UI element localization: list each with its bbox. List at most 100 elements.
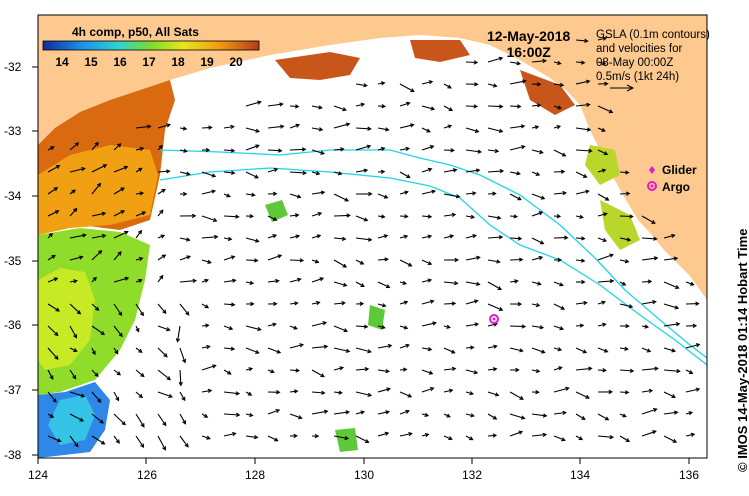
velocity-arrow bbox=[355, 169, 368, 173]
velocity-arrow bbox=[399, 215, 408, 218]
velocity-arrow bbox=[47, 187, 58, 195]
velocity-arrow-head bbox=[183, 148, 188, 153]
velocity-arrow-head bbox=[116, 371, 122, 376]
velocity-arrow-head bbox=[565, 386, 570, 391]
velocity-arrow bbox=[399, 147, 409, 151]
velocity-arrow bbox=[245, 144, 259, 151]
velocity-arrow bbox=[465, 234, 476, 239]
velocity-arrow-head bbox=[624, 390, 630, 395]
velocity-arrow-head bbox=[147, 124, 152, 129]
velocity-arrow-head bbox=[121, 421, 126, 426]
velocity-arrow-head bbox=[321, 390, 326, 395]
velocity-arrow-head bbox=[341, 300, 346, 306]
velocity-arrow-head bbox=[451, 349, 456, 354]
velocity-arrow-head bbox=[428, 80, 434, 85]
velocity-arrow-head bbox=[166, 327, 171, 332]
velocity-arrow bbox=[421, 105, 435, 110]
velocity-arrow-head bbox=[690, 432, 696, 437]
velocity-arrow bbox=[201, 364, 216, 371]
velocity-arrow-head bbox=[257, 100, 262, 105]
velocity-arrow-head bbox=[54, 331, 59, 337]
velocity-arrow-head bbox=[139, 146, 145, 152]
velocity-arrow bbox=[619, 303, 633, 308]
velocity-arrow-head bbox=[521, 144, 526, 150]
velocity-arrow-head bbox=[100, 440, 106, 445]
velocity-arrow bbox=[399, 83, 415, 92]
velocity-arrow-head bbox=[162, 309, 167, 314]
velocity-arrow bbox=[553, 347, 562, 351]
velocity-arrow-head bbox=[299, 258, 305, 263]
velocity-arrow-head bbox=[94, 306, 100, 311]
velocity-arrow-head bbox=[450, 148, 455, 153]
velocity-arrow bbox=[597, 61, 606, 65]
velocity-arrow-head bbox=[448, 107, 454, 112]
velocity-arrow-head bbox=[688, 370, 694, 374]
velocity-arrow-head bbox=[601, 127, 606, 132]
velocity-arrow-head bbox=[561, 437, 566, 442]
velocity-arrow bbox=[509, 80, 526, 85]
velocity-arrow-head bbox=[81, 166, 86, 172]
velocity-arrow-head bbox=[191, 213, 197, 219]
velocity-arrow bbox=[641, 257, 658, 261]
velocity-arrow-head bbox=[192, 278, 198, 284]
velocity-arrow-head bbox=[582, 173, 588, 178]
velocity-arrow bbox=[135, 230, 142, 239]
velocity-arrow-head bbox=[579, 214, 584, 220]
velocity-arrow bbox=[267, 234, 277, 239]
velocity-arrow bbox=[487, 105, 503, 108]
velocity-arrow-head bbox=[628, 304, 634, 309]
velocity-arrow bbox=[399, 432, 412, 437]
velocity-arrow bbox=[311, 149, 325, 155]
velocity-arrow-head bbox=[162, 421, 167, 427]
velocity-arrow bbox=[575, 171, 587, 178]
velocity-arrow-head bbox=[562, 190, 567, 196]
velocity-arrow-head bbox=[647, 279, 653, 284]
velocity-arrow-head bbox=[320, 150, 326, 155]
lon-tick-label: 134 bbox=[570, 468, 591, 482]
velocity-arrow-head bbox=[178, 381, 183, 387]
velocity-arrow-head bbox=[296, 194, 302, 199]
velocity-arrow-head bbox=[676, 368, 681, 374]
velocity-arrow bbox=[487, 149, 499, 152]
velocity-arrow bbox=[531, 237, 544, 245]
plot-frame bbox=[37, 14, 708, 459]
velocity-arrow-head bbox=[364, 366, 370, 372]
velocity-arrow bbox=[201, 190, 216, 195]
velocity-arrow bbox=[377, 388, 390, 393]
velocity-arrow-head bbox=[207, 259, 212, 264]
velocity-arrow-head bbox=[644, 324, 650, 329]
velocity-arrow-head bbox=[49, 413, 55, 418]
velocity-arrow-head bbox=[82, 233, 87, 238]
velocity-arrow-head bbox=[135, 327, 140, 333]
velocity-arrow-head bbox=[139, 191, 145, 196]
velocity-arrow bbox=[355, 435, 369, 443]
velocity-arrow bbox=[553, 387, 569, 393]
velocity-arrow bbox=[289, 259, 304, 262]
velocity-arrow-head bbox=[345, 122, 351, 127]
velocity-arrow-head bbox=[588, 366, 593, 371]
velocity-arrow-head bbox=[493, 344, 498, 349]
velocity-arrow-head bbox=[560, 305, 566, 310]
colorbar bbox=[42, 40, 260, 51]
velocity-arrow bbox=[663, 347, 676, 352]
velocity-arrow bbox=[135, 211, 146, 217]
velocity-arrow bbox=[355, 325, 368, 328]
velocity-arrow-head bbox=[652, 430, 657, 435]
velocity-arrow-head bbox=[137, 229, 143, 235]
velocity-arrow bbox=[333, 237, 346, 240]
velocity-arrow bbox=[487, 413, 497, 420]
velocity-arrow-head bbox=[385, 368, 390, 374]
velocity-arrow-head bbox=[499, 168, 505, 174]
velocity-arrow-head bbox=[695, 343, 701, 348]
velocity-arrow bbox=[575, 190, 589, 195]
velocity-arrow bbox=[487, 434, 497, 437]
velocity-arrow-head bbox=[519, 348, 524, 353]
velocity-arrow-head bbox=[117, 143, 122, 148]
velocity-arrow-head bbox=[204, 304, 210, 309]
velocity-arrow bbox=[135, 125, 151, 129]
velocity-arrow-head bbox=[279, 124, 285, 129]
velocity-arrow-head bbox=[383, 234, 389, 239]
velocity-arrow bbox=[311, 391, 325, 394]
velocity-arrow-head bbox=[364, 439, 370, 443]
velocity-arrow bbox=[113, 325, 123, 337]
